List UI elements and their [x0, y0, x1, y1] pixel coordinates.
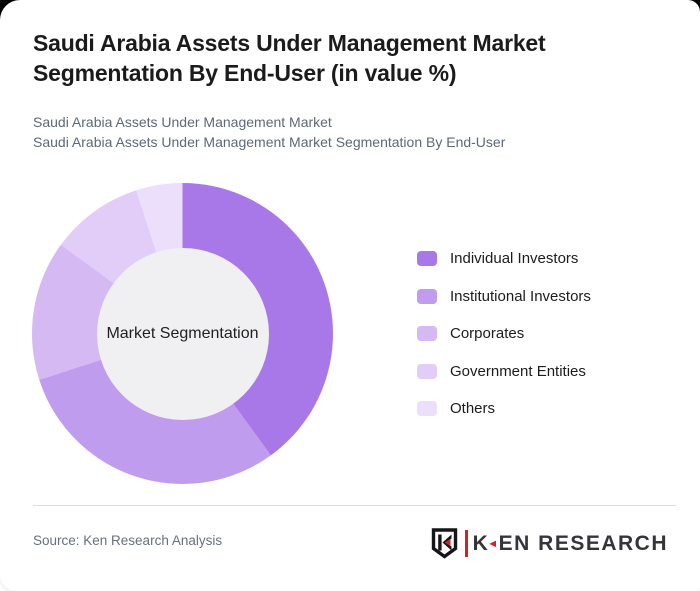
legend-item: Individual Investors	[417, 250, 591, 267]
legend-swatch	[417, 401, 437, 416]
legend-label: Institutional Investors	[450, 287, 591, 305]
legend-item: Others	[417, 400, 591, 417]
ken-research-logo: K ◄ EN RESEARCH	[431, 528, 668, 559]
donut-center-label: Market Segmentation	[106, 324, 259, 342]
source-text: Source: Ken Research Analysis	[33, 533, 223, 548]
legend-item: Institutional Investors	[417, 287, 591, 305]
logo-red-triangle-icon: ◄	[487, 538, 500, 550]
legend-label: Government Entities	[450, 362, 586, 380]
logo-letter-k: K	[472, 531, 490, 555]
chart-title: Saudi Arabia Assets Under Management Mar…	[33, 30, 546, 86]
footer-divider	[33, 505, 676, 506]
chart-subtitle-line1: Saudi Arabia Assets Under Management Mar…	[33, 114, 332, 130]
legend-item: Corporates	[417, 325, 591, 342]
legend-swatch	[417, 251, 437, 266]
donut-center: Market Segmentation	[96, 247, 269, 420]
legend-label: Others	[450, 400, 496, 417]
legend-swatch	[417, 288, 437, 304]
logo-wordmark: K ◄ EN RESEARCH	[473, 532, 668, 556]
legend-item: Government Entities	[417, 362, 591, 380]
logo-separator	[464, 530, 468, 557]
legend-swatch	[417, 363, 437, 379]
logo-shield-icon	[431, 528, 457, 559]
chart-subtitle-line2: Saudi Arabia Assets Under Management Mar…	[33, 134, 506, 150]
legend-label: Corporates	[450, 325, 525, 342]
logo-brand-rest: EN RESEARCH	[498, 531, 668, 555]
legend-swatch	[417, 326, 437, 341]
donut-chart: Market Segmentation	[32, 183, 333, 484]
chart-legend: Individual Investors Institutional Invest…	[417, 250, 591, 417]
legend-label: Individual Investors	[450, 250, 579, 267]
